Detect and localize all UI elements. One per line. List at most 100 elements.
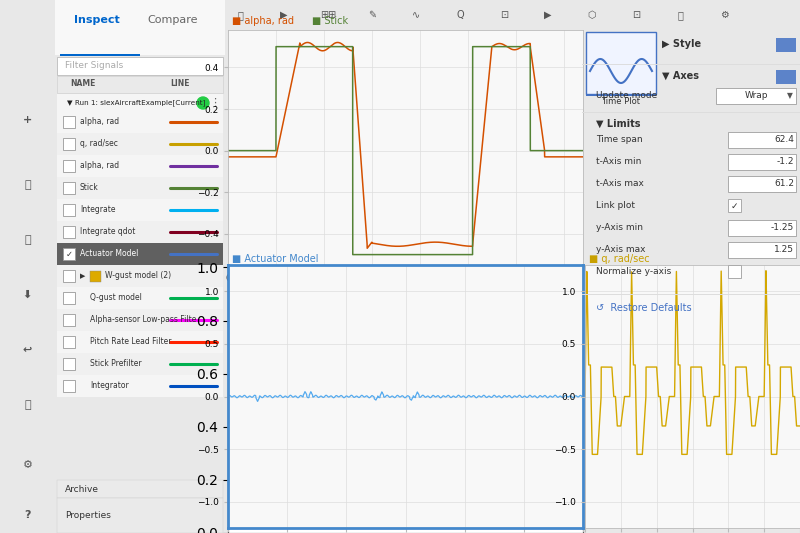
Bar	[63, 358, 75, 370]
Bar	[57, 243, 223, 265]
Bar	[63, 160, 75, 172]
Text: ⊡: ⊡	[500, 10, 508, 20]
Text: Compare: Compare	[148, 15, 198, 25]
Text: W-gust model (2): W-gust model (2)	[105, 271, 171, 280]
Text: Alpha-sensor Low-pass Filte: Alpha-sensor Low-pass Filte	[90, 316, 196, 325]
Text: 📷: 📷	[677, 10, 683, 20]
Text: Q: Q	[456, 10, 464, 20]
Text: -1.2: -1.2	[777, 157, 794, 166]
Bar	[63, 380, 75, 392]
Bar	[57, 199, 223, 221]
Bar	[728, 242, 796, 258]
Bar	[586, 94, 656, 96]
Text: Pitch Rate Lead Filter: Pitch Rate Lead Filter	[90, 337, 171, 346]
Text: 61.2: 61.2	[774, 180, 794, 189]
Bar	[57, 353, 223, 375]
Text: Stick: Stick	[80, 183, 98, 192]
Text: Inspect: Inspect	[74, 15, 120, 25]
Bar	[57, 177, 223, 199]
Text: Integrate qdot: Integrate qdot	[80, 228, 135, 237]
Bar	[57, 287, 223, 309]
Bar	[57, 76, 223, 93]
Bar	[57, 498, 223, 533]
Bar	[728, 132, 796, 148]
Bar	[90, 271, 101, 282]
Text: ▼ Axes: ▼ Axes	[662, 71, 699, 81]
Text: ✎: ✎	[368, 10, 376, 20]
Text: ▼ Run 1: slexAircraftExample[Current]: ▼ Run 1: slexAircraftExample[Current]	[67, 100, 206, 107]
Text: Actuator Model: Actuator Model	[80, 249, 138, 259]
Text: ■ Actuator Model: ■ Actuator Model	[232, 254, 318, 264]
Bar	[57, 309, 223, 331]
Text: Update mode: Update mode	[596, 92, 658, 101]
Text: ⬇: ⬇	[23, 290, 32, 300]
Text: 📁: 📁	[24, 180, 31, 190]
Bar	[776, 70, 796, 84]
Text: 62.4: 62.4	[774, 135, 794, 144]
Text: alpha, rad: alpha, rad	[80, 117, 119, 126]
Text: ▶: ▶	[80, 273, 88, 279]
Text: ⚙: ⚙	[720, 10, 728, 20]
Bar	[57, 221, 223, 243]
Text: 🖐: 🖐	[237, 10, 243, 20]
Bar	[60, 54, 140, 56]
Bar	[728, 199, 741, 212]
Text: Q-gust model: Q-gust model	[90, 294, 142, 303]
Bar	[63, 138, 75, 150]
Bar	[55, 0, 225, 55]
Text: ?: ?	[24, 510, 30, 520]
Text: Properties: Properties	[65, 511, 111, 520]
Text: y-Axis min: y-Axis min	[596, 223, 643, 232]
Text: ▶ Style: ▶ Style	[662, 39, 701, 49]
Text: ▼ Limits: ▼ Limits	[596, 119, 641, 129]
Bar	[776, 38, 796, 52]
Bar	[63, 116, 75, 128]
Bar	[716, 88, 796, 104]
Bar	[57, 375, 223, 397]
Text: ⊞⊞: ⊞⊞	[320, 10, 336, 20]
Text: 📄: 📄	[24, 400, 31, 410]
Text: Filter Signals: Filter Signals	[65, 61, 123, 70]
Text: +: +	[23, 115, 32, 125]
Text: Normalize y-axis: Normalize y-axis	[596, 268, 671, 277]
Bar	[57, 155, 223, 177]
Text: LINE: LINE	[170, 79, 190, 88]
Text: t-Axis min: t-Axis min	[596, 157, 642, 166]
Bar	[63, 182, 75, 194]
Bar	[57, 480, 223, 498]
Bar	[63, 270, 75, 282]
Bar	[63, 314, 75, 326]
Text: Time Plot: Time Plot	[602, 98, 641, 107]
Text: ⬡: ⬡	[588, 10, 596, 20]
Text: ⊡: ⊡	[632, 10, 640, 20]
Text: ↩: ↩	[23, 345, 32, 355]
Bar	[57, 111, 223, 133]
Bar	[57, 133, 223, 155]
Bar	[728, 220, 796, 236]
Text: ✓: ✓	[66, 249, 73, 259]
Bar	[728, 154, 796, 170]
Text: alpha, rad: alpha, rad	[80, 161, 119, 171]
Bar	[63, 226, 75, 238]
Bar	[586, 32, 656, 94]
Text: ⚙: ⚙	[22, 460, 33, 470]
Text: ∿: ∿	[412, 10, 420, 20]
Text: ■ alpha, rad: ■ alpha, rad	[232, 17, 294, 27]
Text: Time span: Time span	[596, 135, 642, 144]
Bar	[57, 331, 223, 353]
Text: y-Axis max: y-Axis max	[596, 246, 646, 254]
Text: ↺  Restore Defaults: ↺ Restore Defaults	[596, 303, 692, 313]
Text: t-Axis max: t-Axis max	[596, 180, 644, 189]
Text: ▶: ▶	[280, 10, 288, 20]
Text: Link plot: Link plot	[596, 201, 635, 211]
Bar	[57, 94, 223, 111]
Text: ■ q, rad/sec: ■ q, rad/sec	[589, 254, 650, 264]
Bar	[57, 265, 223, 287]
Bar	[63, 336, 75, 348]
Text: ■ Stick: ■ Stick	[312, 17, 348, 27]
Text: ⋮: ⋮	[210, 98, 221, 108]
Text: NAME: NAME	[70, 79, 95, 88]
Text: q, rad/sec: q, rad/sec	[80, 140, 118, 149]
Text: Integrate: Integrate	[80, 206, 115, 214]
Text: Archive: Archive	[65, 484, 99, 494]
